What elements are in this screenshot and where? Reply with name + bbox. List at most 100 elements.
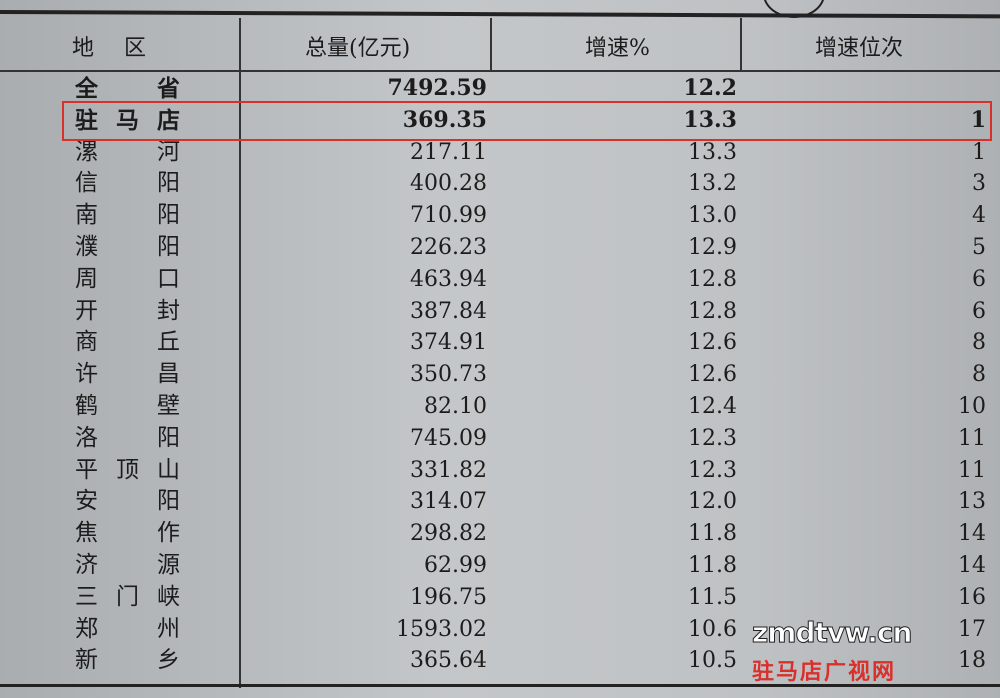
table-row: 洛阳 745.09 12.3 11	[0, 423, 1000, 455]
header-region: 地 区	[72, 36, 151, 61]
rank-value: 13	[958, 489, 986, 515]
table-row: 平顶山 331.82 12.3 11	[0, 455, 1000, 487]
rank-value: 8	[972, 330, 986, 356]
table-row: 南阳 710.99 13.0 4	[0, 200, 1000, 232]
rank-value: 6	[972, 298, 986, 324]
watermark-domain: zmdtvw.cn	[751, 616, 912, 650]
region-name: 全省	[75, 75, 180, 102]
table-row: 周口 463.94 12.8 6	[0, 264, 1000, 296]
table-row: 三门峡 196.75 11.5 16	[0, 582, 1000, 614]
region-name: 安阳	[75, 488, 180, 515]
table-row: 全省 7492.59 12.2	[0, 73, 1000, 105]
total-value: 374.91	[410, 330, 487, 356]
total-value: 314.07	[410, 489, 487, 515]
growth-value: 12.6	[688, 330, 737, 356]
table-row: 信阳 400.28 13.2 3	[0, 168, 1000, 200]
table-bottom-rule	[0, 684, 1000, 687]
growth-value: 13.0	[688, 203, 737, 229]
region-name: 洛阳	[75, 424, 180, 451]
table-row: 漯河 217.11 13.3 1	[0, 137, 1000, 169]
total-value: 369.35	[402, 106, 487, 133]
region-name: 商丘	[75, 329, 180, 356]
rank-value: 1	[970, 106, 986, 133]
rank-value: 14	[958, 553, 986, 578]
total-value: 350.73	[410, 362, 487, 388]
rank-value: 16	[958, 584, 986, 610]
growth-value: 12.9	[688, 235, 737, 260]
table-row: 鹤壁 82.10 12.4 10	[0, 391, 1000, 423]
region-name: 鹤壁	[75, 393, 180, 419]
total-value: 400.28	[410, 171, 487, 197]
region-name: 开封	[75, 297, 180, 324]
growth-value: 12.8	[688, 298, 737, 324]
region-name: 平顶山	[75, 456, 180, 483]
header-total: 总量(亿元)	[305, 36, 411, 61]
rank-value: 3	[972, 171, 986, 197]
growth-value: 11.8	[688, 553, 737, 578]
total-value: 82.10	[424, 394, 487, 419]
table-row: 焦作 298.82 11.8 14	[0, 518, 1000, 550]
region-name: 新乡	[75, 647, 180, 674]
growth-value: 13.3	[683, 106, 737, 133]
table-row: 许昌 350.73 12.6 8	[0, 359, 1000, 391]
rank-value: 4	[972, 203, 986, 229]
region-name: 濮阳	[75, 234, 180, 260]
region-name: 周口	[75, 265, 180, 292]
rank-value: 8	[972, 362, 986, 388]
region-name: 漯河	[75, 138, 180, 165]
total-value: 62.99	[424, 553, 487, 578]
rank-value: 17	[958, 616, 986, 642]
growth-value: 10.6	[688, 616, 737, 642]
rank-value: 10	[958, 394, 986, 419]
rank-value: 11	[958, 457, 986, 483]
watermark-name: 驻马店广视网	[752, 659, 897, 685]
header-growth: 增速%	[585, 36, 650, 61]
growth-value: 13.2	[688, 171, 737, 197]
region-name: 驻马店	[75, 106, 180, 134]
highlight-box	[62, 101, 992, 141]
region-name: 信阳	[75, 170, 180, 197]
growth-value: 13.3	[688, 139, 737, 165]
total-value: 710.99	[410, 203, 487, 229]
table-row: 驻马店 369.35 13.3 1	[0, 105, 1000, 137]
table-row: 安阳 314.07 12.0 13	[0, 486, 1000, 518]
table-row: 濮阳 226.23 12.9 5	[0, 232, 1000, 264]
rank-value: 18	[958, 648, 986, 674]
column-divider	[239, 18, 241, 688]
total-value: 196.75	[410, 584, 487, 610]
total-value: 298.82	[410, 521, 487, 547]
growth-value: 12.6	[688, 362, 737, 388]
total-value: 226.23	[410, 235, 487, 260]
total-value: 7492.59	[387, 75, 487, 101]
column-divider	[740, 18, 742, 70]
rank-value: 1	[972, 139, 986, 165]
rank-value: 11	[958, 425, 986, 451]
total-value: 217.11	[410, 139, 487, 165]
growth-value: 12.3	[688, 457, 737, 483]
total-value: 1593.02	[396, 616, 487, 642]
growth-value: 12.2	[683, 75, 737, 101]
region-name: 南阳	[75, 202, 180, 229]
region-name: 焦作	[75, 520, 180, 547]
total-value: 387.84	[410, 298, 487, 324]
growth-value: 11.8	[688, 521, 737, 547]
total-value: 745.09	[410, 425, 487, 451]
region-name: 济源	[75, 552, 180, 578]
growth-value: 12.0	[688, 489, 737, 515]
growth-value: 12.4	[688, 394, 737, 419]
total-value: 331.82	[410, 457, 487, 483]
header-rank: 增速位次	[815, 36, 904, 61]
rank-value: 6	[972, 266, 986, 292]
growth-value: 11.5	[688, 584, 737, 610]
table-row: 新乡 365.64 10.5 18	[0, 645, 1000, 677]
rank-value: 14	[958, 521, 986, 547]
region-name: 许昌	[75, 361, 180, 388]
column-divider	[490, 18, 492, 70]
watermark-logo: zmdtvw.cn 驻马店广视网	[751, 606, 942, 698]
total-value: 463.94	[410, 266, 487, 292]
region-name: 三门峡	[75, 583, 180, 610]
total-value: 365.64	[410, 648, 487, 674]
table-header: 地 区 总量(亿元) 增速% 增速位次	[0, 18, 1000, 72]
table-row: 商丘 374.91 12.6 8	[0, 327, 1000, 359]
growth-value: 12.3	[688, 425, 737, 451]
